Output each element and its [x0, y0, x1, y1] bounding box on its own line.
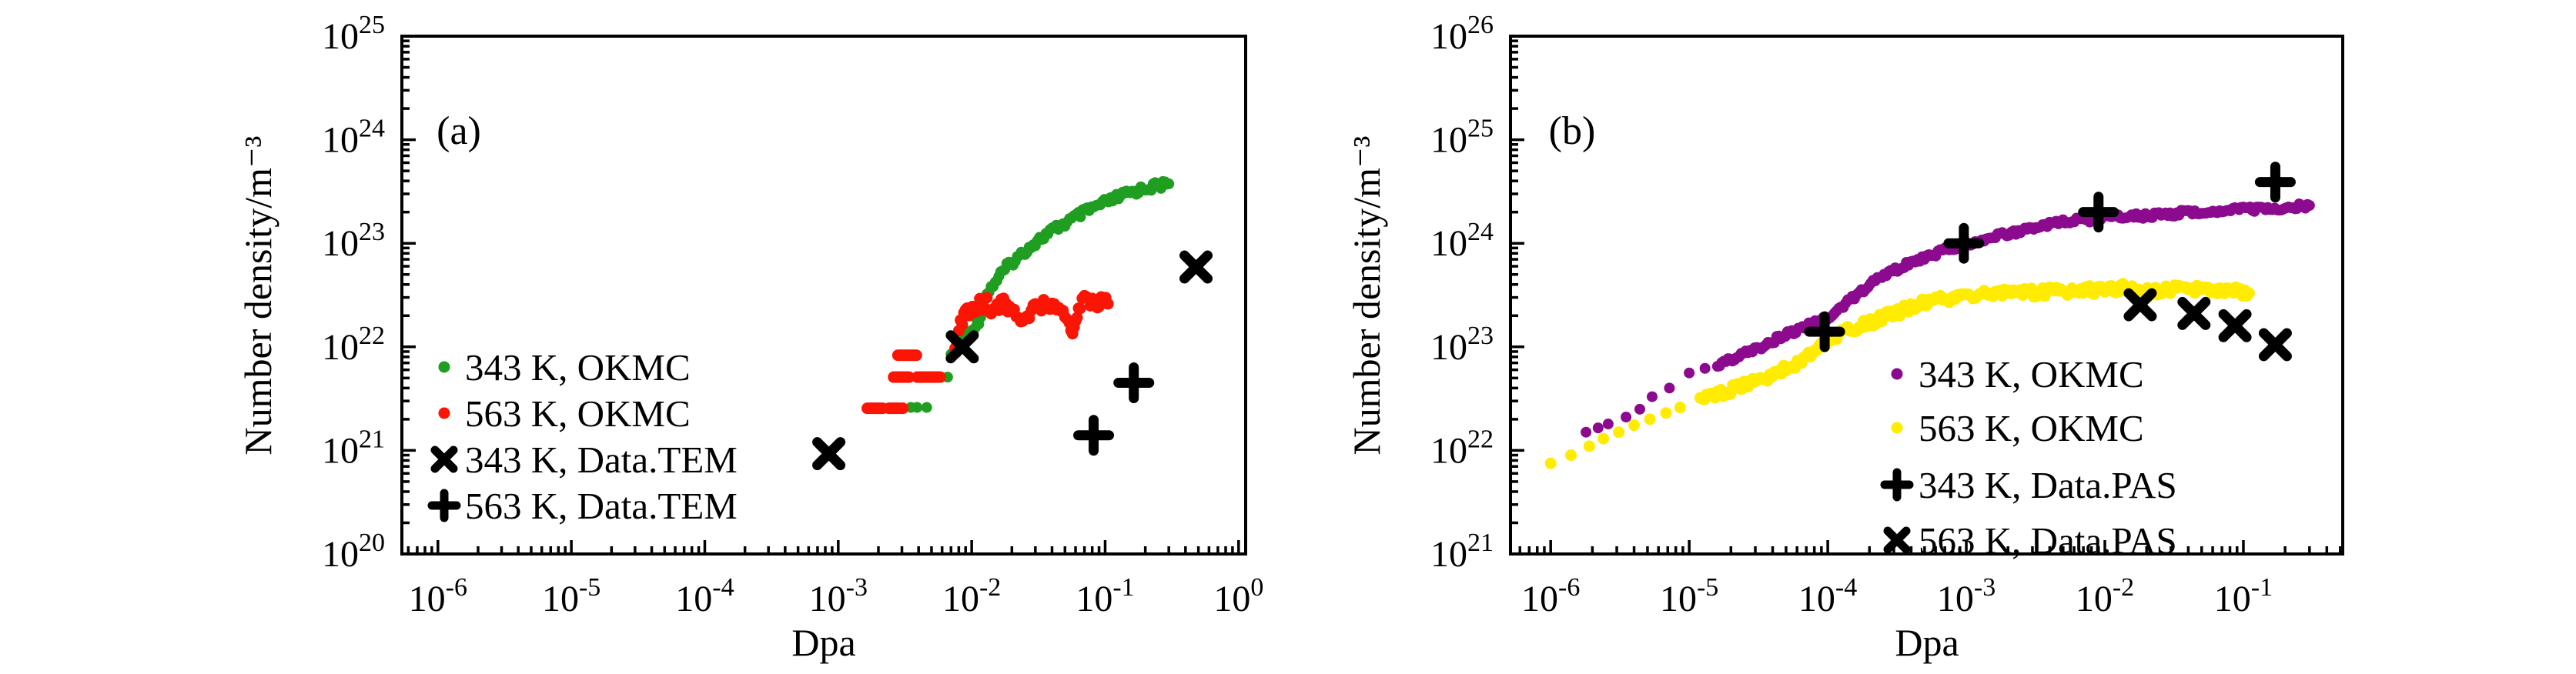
tick-label: 1025	[322, 11, 385, 57]
panel-b-label: (b)	[1549, 109, 1596, 153]
tick-label: 10-3	[809, 573, 868, 619]
panel-b-series-2	[1804, 162, 2296, 352]
tick-label: 10-5	[542, 573, 601, 619]
panel-b-legend-label-0: 343 K, OKMC	[1919, 353, 2144, 395]
tick-label: 1023	[322, 218, 385, 264]
tick-label: 10-1	[1076, 573, 1134, 619]
panel-b-legend-label-2: 343 K, Data.PAS	[1919, 464, 2177, 506]
panel-b-series-0	[1581, 199, 2315, 438]
panel-b-y-axis-title: Number density/m⁻³	[1345, 136, 1388, 455]
tick-label: 10-5	[1660, 573, 1718, 619]
panel-b-tick-labels: 10-6 10-5 10-4 10-3 10-2 10-1 1021 1022 1023 1024…	[1430, 11, 2273, 619]
panel-b-ticks	[1510, 35, 2342, 556]
tick-label: 10-6	[409, 573, 467, 619]
tick-label: 10-2	[942, 573, 1001, 619]
panel-b-frame	[1509, 35, 2344, 556]
tick-label: 10-3	[1937, 573, 1996, 619]
panel-b-series-3	[2123, 288, 2292, 362]
tick-label: 1024	[1430, 218, 1494, 264]
panel-a-frame	[400, 35, 1247, 556]
panel-a-legend-label-1: 563 K, OKMC	[465, 392, 691, 435]
panel-a-label: (a)	[437, 109, 481, 153]
panel-b-legend	[1880, 368, 1914, 554]
panel-b: 10-6 10-5 10-4 10-3 10-2 10-1 1021 1022 1023 1024…	[1430, 11, 2344, 619]
panel-a-legend	[427, 361, 461, 522]
tick-label: 10-1	[2214, 573, 2273, 619]
tick-label: 1022	[322, 322, 385, 368]
tick-label: 10-6	[1521, 573, 1580, 619]
tick-label: 1021	[1430, 529, 1494, 575]
panel-b-x-axis-title: Dpa	[1895, 621, 1959, 664]
tick-label: 1026	[1430, 11, 1494, 57]
panel-b-series-1	[1544, 278, 2255, 469]
panel-a-legend-label-3: 563 K, Data.TEM	[465, 485, 738, 527]
panel-a-series-1	[861, 289, 1114, 415]
tick-label: 10-4	[675, 573, 734, 619]
panel-a-y-axis-title: Number density/m⁻³	[236, 136, 279, 455]
panel-a-x-axis-title: Dpa	[791, 621, 855, 664]
panel-a-legend-label-2: 343 K, Data.TEM	[465, 439, 738, 481]
tick-label: 1021	[322, 425, 385, 471]
tick-label: 1022	[1430, 425, 1494, 471]
panel-a-series-3	[1073, 362, 1155, 456]
panel-b-legend-label-1: 563 K, OKMC	[1919, 407, 2144, 449]
panel-a-series-2	[812, 250, 1213, 471]
tick-label: 1020	[322, 529, 385, 575]
tick-label: 10-2	[2076, 573, 2134, 619]
panel-a-ticks	[402, 35, 1240, 556]
tick-label: 1024	[322, 115, 385, 161]
tick-label: 10-4	[1798, 573, 1857, 619]
tick-label: 1025	[1430, 115, 1494, 161]
tick-label: 100	[1213, 573, 1263, 619]
tick-label: 1023	[1430, 322, 1494, 368]
panel-a-legend-label-0: 343 K, OKMC	[465, 346, 691, 389]
panel-a: 10-6 10-5 10-4 10-3 10-2 10-1 100 1020 1021 1022 1…	[322, 11, 1263, 619]
panel-b-legend-label-3: 563 K, Data.PAS	[1919, 519, 2177, 562]
panel-a-tick-labels: 10-6 10-5 10-4 10-3 10-2 10-1 100 1020 1021 1022 1…	[322, 11, 1263, 619]
